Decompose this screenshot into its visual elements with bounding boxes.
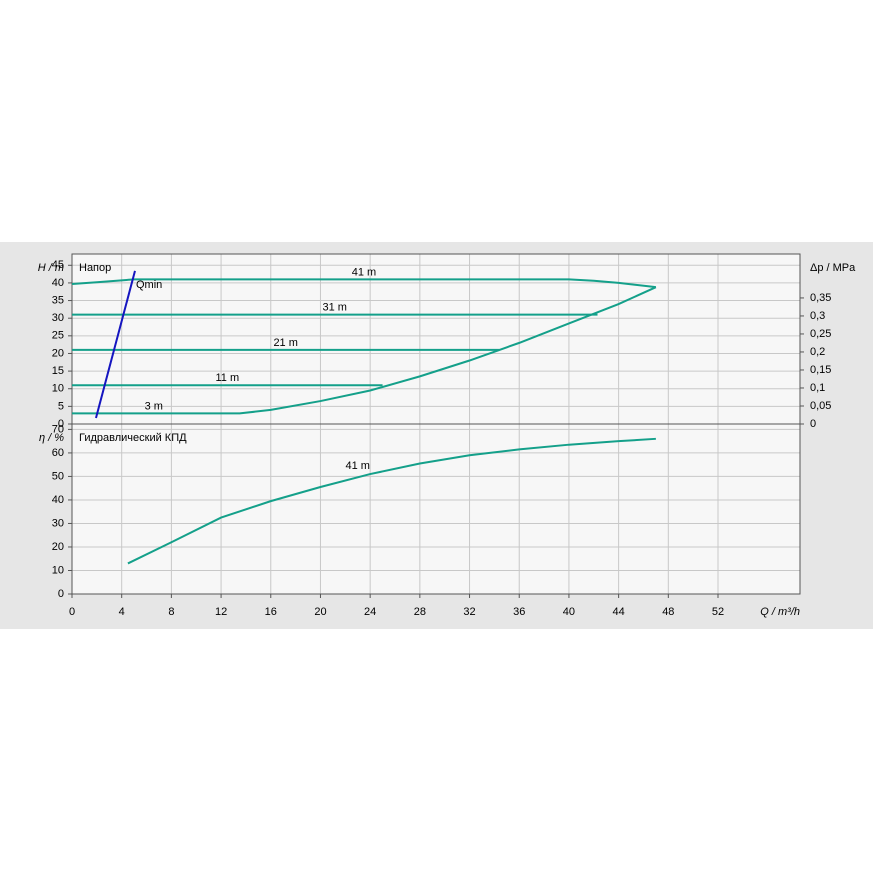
y-tick-label: 60 — [52, 447, 64, 459]
series-label: 41 m — [352, 266, 376, 278]
y2-tick-label: 0,35 — [810, 292, 831, 304]
y-tick-label: 40 — [52, 277, 64, 289]
series-label: 21 m — [273, 337, 297, 349]
x-tick-label: 40 — [563, 606, 575, 618]
y2-tick-label: 0,25 — [810, 328, 831, 340]
x-tick-label: 44 — [612, 606, 624, 618]
x-tick-label: 36 — [513, 606, 525, 618]
y-tick-label: 20 — [52, 541, 64, 553]
y2-axis-label: Δp / MPa — [810, 262, 856, 274]
y-tick-label: 45 — [52, 259, 64, 271]
plot-title: Гидравлический КПД — [79, 432, 187, 444]
series-label: 3 m — [145, 400, 163, 412]
y-axis-label: H / m — [38, 262, 64, 274]
y-tick-label: 20 — [52, 347, 64, 359]
y-tick-label: 0 — [58, 588, 64, 600]
series-label: Qmin — [136, 279, 162, 291]
series-label: 41 m — [345, 460, 369, 472]
y-tick-label: 40 — [52, 494, 64, 506]
y-tick-label: 0 — [58, 418, 64, 430]
x-tick-label: 48 — [662, 606, 674, 618]
x-tick-label: 12 — [215, 606, 227, 618]
y2-tick-label: 0,2 — [810, 346, 825, 358]
y2-tick-label: 0 — [810, 418, 816, 430]
y-tick-label: 35 — [52, 294, 64, 306]
x-tick-label: 0 — [69, 606, 75, 618]
y-tick-label: 10 — [52, 564, 64, 576]
y2-tick-label: 0,05 — [810, 400, 831, 412]
y-tick-label: 30 — [52, 517, 64, 529]
x-tick-label: 28 — [414, 606, 426, 618]
x-tick-label: 32 — [463, 606, 475, 618]
y2-tick-label: 0,3 — [810, 310, 825, 322]
y-tick-label: 70 — [52, 423, 64, 435]
series-label: 11 m — [215, 372, 239, 384]
x-tick-label: 52 — [712, 606, 724, 618]
y-axis-label: η / % — [39, 432, 64, 444]
x-axis-label: Q / m³/h — [760, 606, 800, 618]
series-line — [72, 286, 657, 415]
series-line — [127, 437, 656, 565]
y-tick-label: 15 — [52, 365, 64, 377]
plot-area — [72, 424, 800, 594]
plot-frame — [71, 423, 801, 595]
y-tick-label: 30 — [52, 312, 64, 324]
x-tick-label: 16 — [265, 606, 277, 618]
plot-title: Напор — [79, 262, 111, 274]
x-tick-label: 24 — [364, 606, 376, 618]
y-tick-label: 10 — [52, 383, 64, 395]
x-tick-label: 8 — [168, 606, 174, 618]
y2-tick-label: 0,15 — [810, 364, 831, 376]
series-label: 31 m — [323, 302, 347, 314]
y2-tick-label: 0,1 — [810, 382, 825, 394]
series-line — [71, 278, 657, 289]
x-tick-label: 20 — [314, 606, 326, 618]
plot-area — [72, 254, 800, 424]
y-tick-label: 5 — [58, 400, 64, 412]
series-line — [95, 270, 136, 419]
x-tick-label: 4 — [119, 606, 125, 618]
y-tick-label: 50 — [52, 470, 64, 482]
y-tick-label: 25 — [52, 330, 64, 342]
